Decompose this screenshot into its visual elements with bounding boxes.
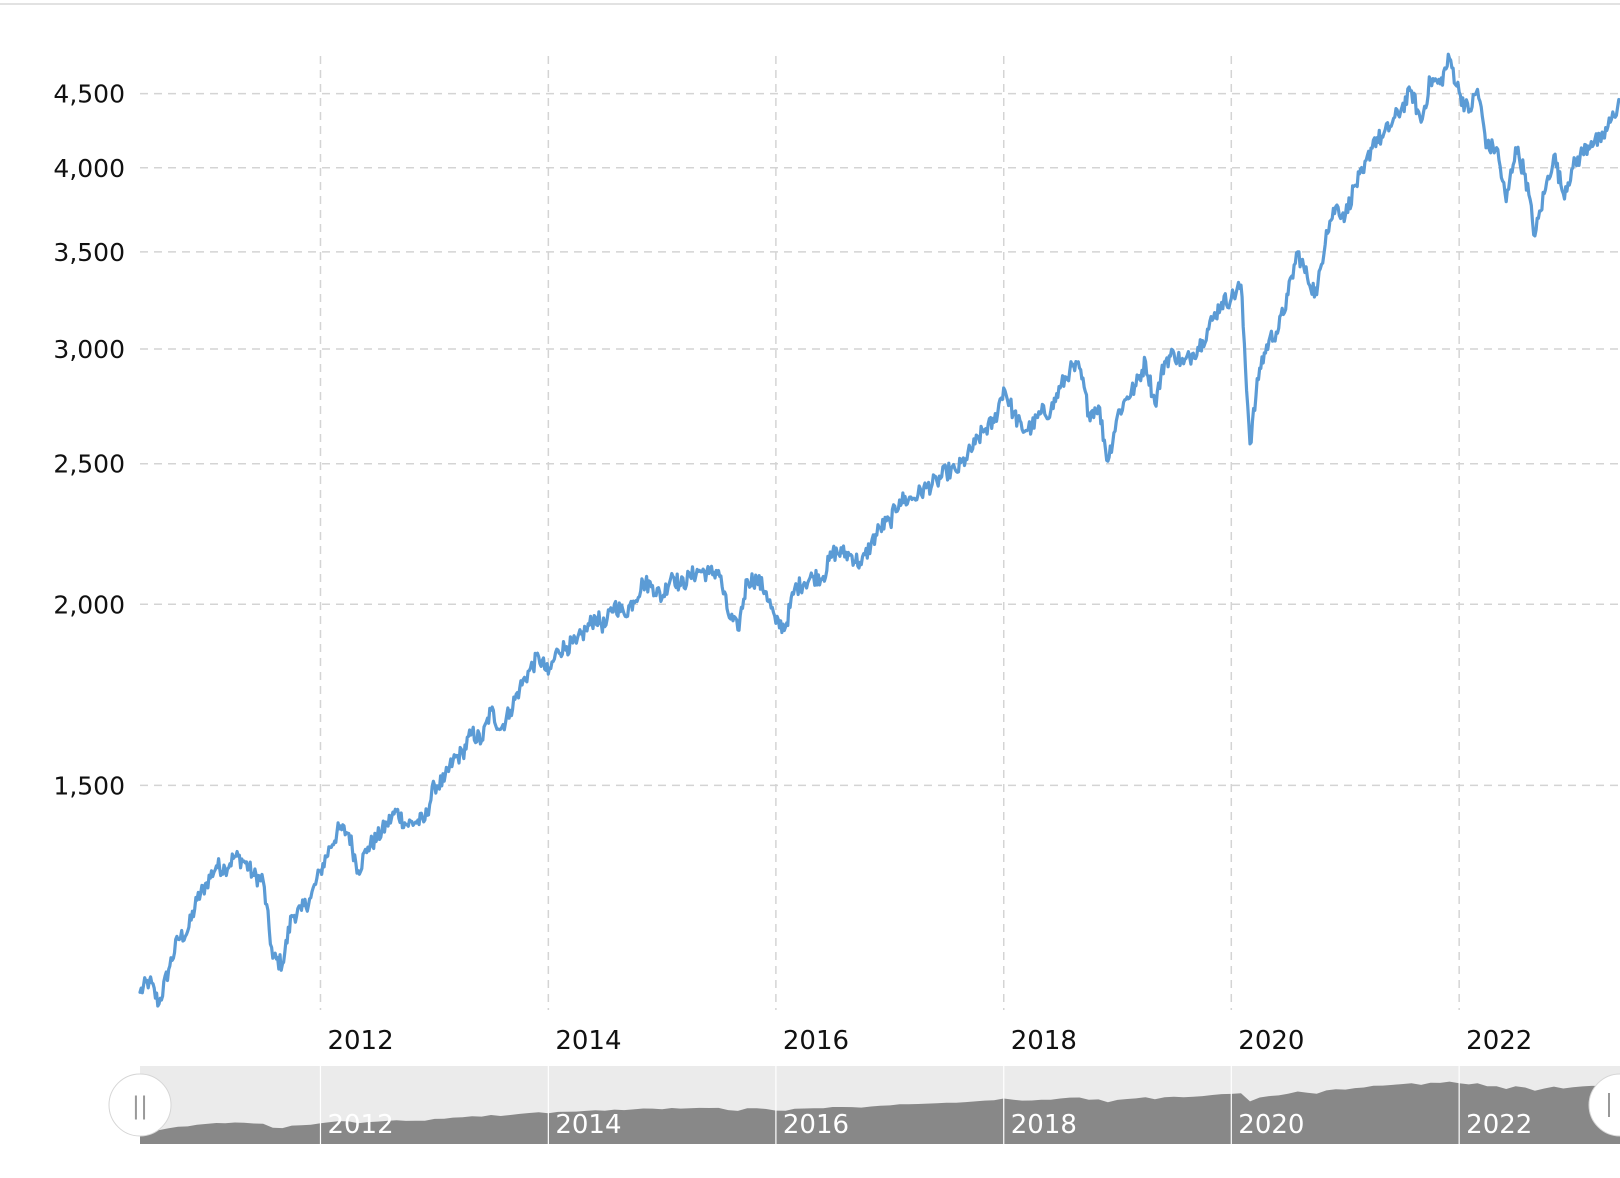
navigator-area: [140, 1081, 1620, 1144]
top-rule: [0, 3, 1620, 5]
y-tick-label: 3,000: [53, 335, 125, 364]
y-tick-label: 4,500: [53, 80, 125, 109]
y-tick-label: 2,000: [53, 590, 125, 619]
y-tick-label: 1,500: [53, 771, 125, 800]
navigator-right-handle[interactable]: [1588, 1073, 1620, 1137]
y-tick-label: 2,500: [53, 450, 125, 479]
y-tick-label: 3,500: [53, 238, 125, 267]
x-tick-label: 2022: [1466, 1026, 1532, 1056]
y-axis-labels: 1,500 2,000 2,500 3,000 3,500 4,000 4,500: [53, 80, 125, 801]
navigator-tick-label: 2020: [1238, 1110, 1304, 1140]
handle-grip-icon: [1608, 1093, 1610, 1117]
x-tick-label: 2020: [1238, 1026, 1304, 1056]
navigator-tick-label: 2016: [783, 1110, 849, 1140]
handle-grip-icon: ||: [132, 1092, 148, 1120]
navigator-grid: [319, 1066, 1460, 1144]
grid: [140, 56, 1620, 1010]
x-tick-label: 2016: [783, 1026, 849, 1056]
range-navigator[interactable]: 2012 2014 2016 2018 2020 2022 ||: [108, 1066, 1620, 1144]
navigator-tick-label: 2022: [1466, 1110, 1532, 1140]
x-tick-label: 2012: [327, 1026, 393, 1056]
x-tick-label: 2014: [555, 1026, 621, 1056]
navigator-tick-label: 2014: [555, 1110, 621, 1140]
y-tick-label: 4,000: [53, 154, 125, 183]
x-axis-labels: 2012 2014 2016 2018 2020 2022: [327, 1026, 1532, 1056]
navigator-tick-label: 2012: [327, 1110, 393, 1140]
x-tick-label: 2018: [1011, 1026, 1077, 1056]
navigator-left-handle[interactable]: ||: [108, 1073, 172, 1137]
navigator-tick-label: 2018: [1011, 1110, 1077, 1140]
series-line: [138, 52, 1620, 1008]
navigator-labels: 2012 2014 2016 2018 2020 2022: [327, 1110, 1532, 1140]
